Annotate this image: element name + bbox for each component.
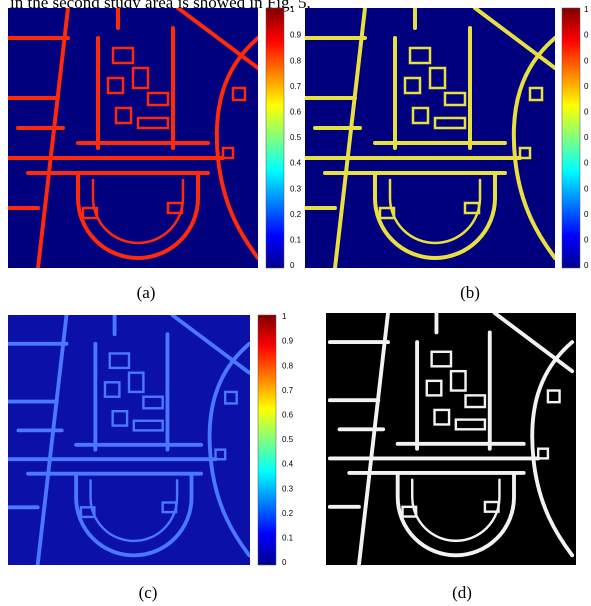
colorbar-tick-label: 0 (584, 210, 589, 219)
colorbar-tick-label: 0 (584, 108, 589, 117)
panel-label: (d) (452, 583, 472, 602)
colorbar-tick-label: 0.7 (290, 82, 302, 91)
colorbar-tick-label: 0.9 (282, 337, 294, 346)
colorbar-c (258, 315, 276, 565)
colorbar-tick-label: 0 (584, 261, 589, 270)
colorbar-tick-label: 0 (584, 236, 589, 245)
colorbar-tick-label: 0.4 (282, 460, 294, 469)
panel-label: (a) (137, 283, 156, 302)
colorbar-tick-label: 0 (584, 159, 589, 168)
colorbar-tick-label: 0 (584, 184, 589, 193)
colorbar-tick-label: 1 (584, 5, 589, 14)
colorbar-tick-label: 0.5 (282, 435, 294, 444)
panel-label: (b) (460, 283, 480, 302)
colorbar-tick-label: 0 (290, 261, 295, 270)
colorbar-tick-label: 0.2 (282, 509, 294, 518)
colorbar-tick-label: 0.9 (290, 31, 302, 40)
colorbar-tick-label: 0.8 (282, 361, 294, 370)
colorbar-tick-label: 0.5 (290, 133, 302, 142)
colorbar-tick-label: 0 (584, 56, 589, 65)
colorbar-tick-label: 0.2 (290, 210, 302, 219)
colorbar-tick-label: 0 (584, 31, 589, 40)
colorbar-tick-label: 0 (584, 133, 589, 142)
colorbar-tick-label: 0.4 (290, 159, 302, 168)
colorbar-tick-label: 0 (584, 82, 589, 91)
colorbar-a (266, 8, 284, 268)
figure: in the second study area is showed in Fi… (0, 0, 591, 606)
colorbar-tick-label: 1 (282, 312, 287, 321)
colorbar-tick-label: 0.7 (282, 386, 294, 395)
panel-label: (c) (139, 583, 158, 602)
colorbar-tick-label: 0.3 (290, 184, 302, 193)
colorbar-tick-label: 0.1 (290, 236, 302, 245)
colorbar-tick-label: 0 (282, 558, 287, 567)
colorbar-tick-label: 0.6 (290, 108, 302, 117)
colorbar-b (562, 8, 580, 268)
colorbar-tick-label: 0.3 (282, 484, 294, 493)
colorbar-tick-label: 1 (290, 5, 295, 14)
colorbar-tick-label: 0.1 (282, 534, 294, 543)
colorbar-tick-label: 0.6 (282, 411, 294, 420)
colorbar-tick-label: 0.8 (290, 56, 302, 65)
